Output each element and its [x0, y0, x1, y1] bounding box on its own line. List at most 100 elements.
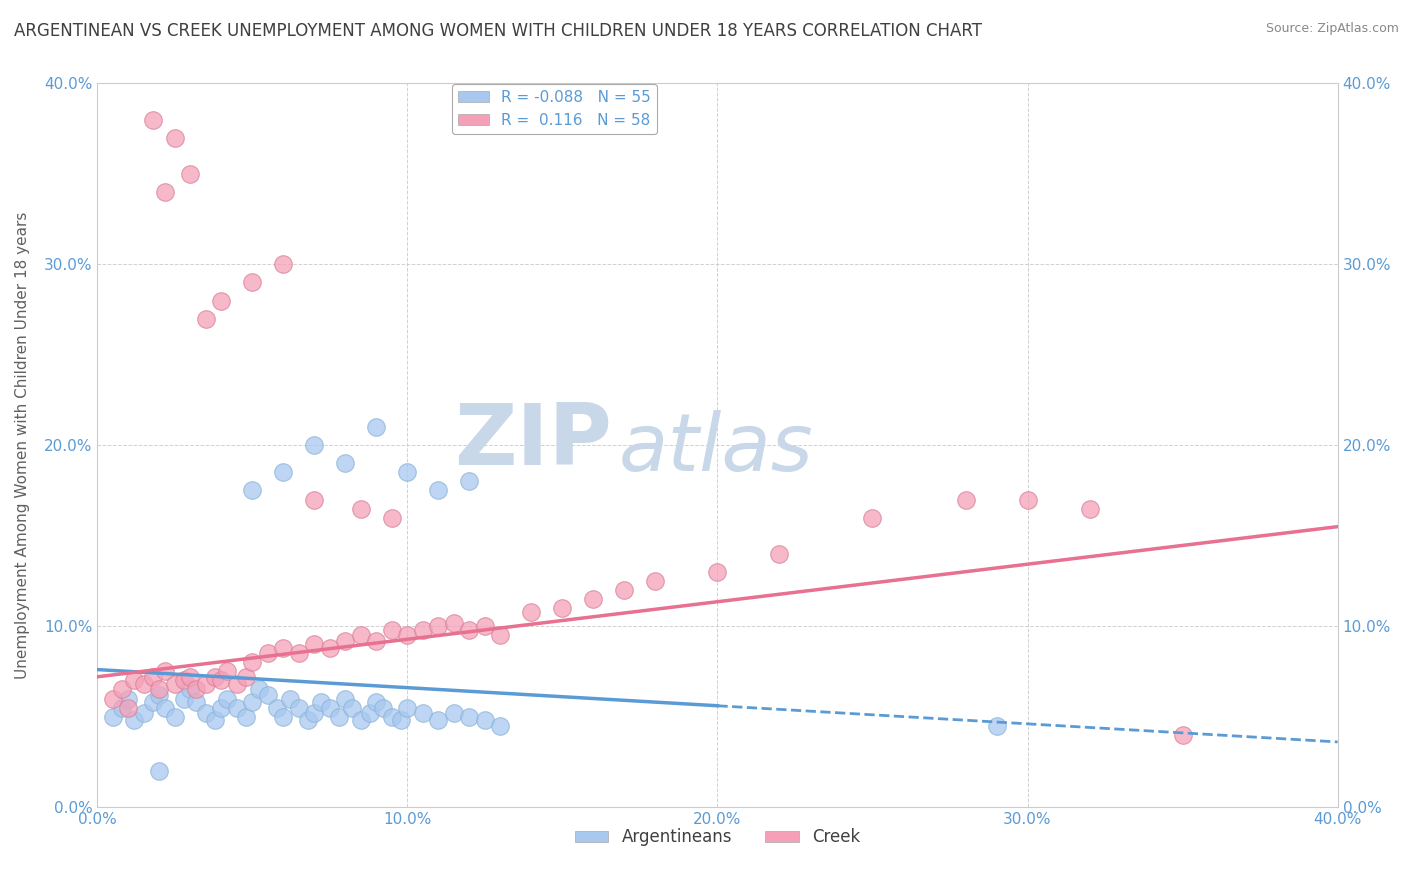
Text: atlas: atlas [619, 409, 813, 488]
Point [235, 670, 257, 684]
Point [155, 665, 177, 679]
Point [862, 510, 884, 524]
Point [304, 492, 326, 507]
Point [955, 492, 977, 507]
Point [371, 700, 394, 714]
Point [155, 185, 177, 199]
Point [163, 130, 186, 145]
Point [489, 719, 512, 733]
Point [148, 764, 170, 778]
Point [412, 623, 434, 637]
Point [288, 646, 311, 660]
Point [194, 311, 217, 326]
Legend: Argentineans, Creek: Argentineans, Creek [568, 822, 868, 853]
Point [350, 713, 373, 727]
Y-axis label: Unemployment Among Women with Children Under 18 years: Unemployment Among Women with Children U… [15, 211, 30, 679]
Point [163, 677, 186, 691]
Point [412, 706, 434, 720]
Point [443, 706, 465, 720]
Point [271, 640, 294, 655]
Point [304, 637, 326, 651]
Point [204, 713, 226, 727]
Point [443, 615, 465, 630]
Point [350, 501, 373, 516]
Point [381, 709, 404, 723]
Point [173, 673, 195, 688]
Point [124, 673, 146, 688]
Point [389, 713, 412, 727]
Point [101, 709, 124, 723]
Point [427, 619, 450, 633]
Point [148, 688, 170, 702]
Point [247, 682, 270, 697]
Point [209, 700, 232, 714]
Point [117, 691, 139, 706]
Point [458, 709, 481, 723]
Point [319, 640, 342, 655]
Point [613, 582, 636, 597]
Point [304, 438, 326, 452]
Point [1171, 728, 1194, 742]
Point [204, 670, 226, 684]
Point [173, 691, 195, 706]
Point [304, 706, 326, 720]
Point [217, 665, 239, 679]
Point [381, 510, 404, 524]
Point [474, 713, 496, 727]
Point [124, 713, 146, 727]
Point [101, 691, 124, 706]
Text: ARGENTINEAN VS CREEK UNEMPLOYMENT AMONG WOMEN WITH CHILDREN UNDER 18 YEARS CORRE: ARGENTINEAN VS CREEK UNEMPLOYMENT AMONG … [14, 22, 981, 40]
Point [706, 565, 728, 579]
Point [111, 682, 134, 697]
Point [986, 719, 1008, 733]
Point [142, 670, 165, 684]
Point [266, 700, 288, 714]
Point [240, 695, 263, 709]
Point [155, 700, 177, 714]
Point [366, 695, 388, 709]
Point [551, 601, 574, 615]
Point [132, 706, 155, 720]
Point [117, 700, 139, 714]
Point [148, 682, 170, 697]
Point [335, 633, 357, 648]
Point [288, 700, 311, 714]
Point [256, 688, 278, 702]
Point [240, 656, 263, 670]
Point [366, 633, 388, 648]
Point [179, 670, 201, 684]
Point [319, 700, 342, 714]
Point [309, 695, 332, 709]
Point [328, 709, 350, 723]
Point [297, 713, 319, 727]
Point [1078, 501, 1101, 516]
Point [644, 574, 666, 588]
Point [427, 483, 450, 498]
Text: Source: ZipAtlas.com: Source: ZipAtlas.com [1265, 22, 1399, 36]
Point [225, 677, 247, 691]
Text: ZIP: ZIP [454, 401, 612, 483]
Point [396, 466, 419, 480]
Point [235, 709, 257, 723]
Point [271, 709, 294, 723]
Point [163, 709, 186, 723]
Point [381, 623, 404, 637]
Point [194, 677, 217, 691]
Point [489, 628, 512, 642]
Point [209, 293, 232, 308]
Point [768, 547, 790, 561]
Point [340, 700, 363, 714]
Point [194, 706, 217, 720]
Point [359, 706, 381, 720]
Point [335, 691, 357, 706]
Point [458, 623, 481, 637]
Point [520, 605, 543, 619]
Point [427, 713, 450, 727]
Point [256, 646, 278, 660]
Point [111, 700, 134, 714]
Point [142, 695, 165, 709]
Point [458, 475, 481, 489]
Point [396, 628, 419, 642]
Point [271, 257, 294, 271]
Point [335, 456, 357, 470]
